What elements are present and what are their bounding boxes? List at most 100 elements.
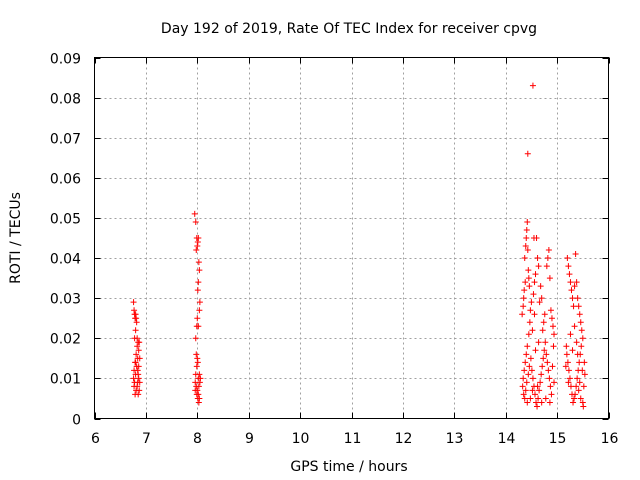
data-point	[527, 395, 534, 402]
data-point	[546, 275, 553, 282]
data-point	[134, 335, 141, 342]
data-point	[574, 295, 581, 302]
data-point	[551, 379, 558, 386]
data-point	[568, 287, 575, 294]
data-point	[532, 271, 539, 278]
data-point	[524, 343, 531, 350]
data-point	[548, 315, 555, 322]
data-point	[538, 295, 545, 302]
data-point	[580, 403, 587, 410]
data-point	[547, 307, 554, 314]
data-point	[564, 359, 571, 366]
data-point	[194, 287, 201, 294]
data-point	[563, 351, 570, 358]
data-point	[534, 383, 541, 390]
x-tick-label: 9	[245, 431, 254, 447]
data-point	[193, 351, 200, 358]
data-point	[134, 343, 141, 350]
data-point	[578, 343, 585, 350]
data-point	[541, 311, 548, 318]
data-point	[541, 347, 548, 354]
y-tick-label: 0	[72, 413, 81, 429]
x-tick-label: 7	[142, 431, 151, 447]
data-point	[578, 327, 585, 334]
data-point	[132, 359, 139, 366]
data-point	[533, 235, 540, 241]
data-point	[196, 267, 203, 274]
data-point	[195, 279, 202, 286]
data-point	[528, 367, 535, 374]
y-tick-label: 0.01	[50, 372, 81, 388]
data-point	[524, 218, 531, 225]
data-point	[567, 279, 574, 286]
data-point	[196, 307, 203, 314]
y-tick-label: 0.04	[50, 252, 81, 268]
data-point	[132, 391, 139, 398]
data-point	[527, 307, 534, 314]
data-point	[136, 339, 143, 346]
data-point	[569, 391, 576, 398]
data-point	[537, 283, 544, 290]
data-point	[531, 311, 538, 318]
data-point	[542, 395, 549, 402]
data-point	[571, 395, 578, 402]
data-point	[545, 247, 552, 254]
data-point	[195, 383, 202, 390]
data-point	[192, 218, 199, 225]
data-point	[524, 399, 531, 406]
y-tick-label: 0.03	[50, 292, 81, 308]
data-point	[135, 363, 142, 370]
data-point	[135, 347, 142, 354]
y-tick-label: 0.09	[50, 52, 81, 68]
data-point	[529, 82, 536, 89]
data-point	[130, 299, 137, 306]
data-point	[542, 339, 549, 346]
data-point	[535, 339, 542, 346]
x-axis-label: GPS time / hours	[290, 459, 407, 475]
data-point	[533, 399, 540, 406]
data-point	[133, 315, 140, 322]
data-point	[136, 355, 143, 362]
x-tick-label: 14	[498, 431, 516, 447]
data-point	[569, 347, 576, 354]
data-point	[535, 263, 542, 270]
data-point	[195, 259, 202, 266]
data-point	[524, 247, 531, 254]
y-tick-label: 0.02	[50, 332, 81, 348]
data-point	[519, 311, 526, 318]
data-point	[577, 319, 584, 326]
data-point	[575, 387, 582, 394]
data-point	[570, 303, 577, 310]
data-point	[576, 311, 583, 318]
data-point	[543, 351, 550, 358]
data-point	[528, 299, 535, 306]
data-point	[131, 383, 138, 390]
data-point	[131, 307, 138, 314]
data-point	[523, 235, 530, 241]
data-point	[521, 255, 528, 262]
plot-frame	[94, 57, 609, 419]
data-point	[577, 395, 584, 402]
data-point	[525, 275, 532, 282]
data-point	[571, 323, 578, 330]
data-point	[523, 379, 530, 386]
axis-ticks: 6 7 8 9 10 11 12 13 14 15 16 0 0.01 0.02 0.03 0.04 0.05 0…	[50, 52, 619, 448]
data-point	[579, 399, 586, 406]
y-axis-label: ROTI / TECUs	[8, 192, 24, 284]
data-point	[193, 247, 200, 254]
data-point	[525, 371, 532, 378]
data-point	[563, 343, 570, 350]
data-point	[130, 375, 137, 382]
data-point	[523, 351, 530, 358]
x-tick-label: 13	[446, 431, 464, 447]
data-point	[522, 359, 529, 366]
data-point	[581, 359, 588, 366]
data-point	[538, 371, 545, 378]
data-point	[530, 291, 537, 298]
data-point	[526, 319, 533, 326]
data-point	[132, 311, 139, 318]
data-point	[546, 375, 553, 382]
data-point	[529, 327, 536, 334]
data-point	[194, 315, 201, 322]
data-point	[549, 363, 556, 370]
